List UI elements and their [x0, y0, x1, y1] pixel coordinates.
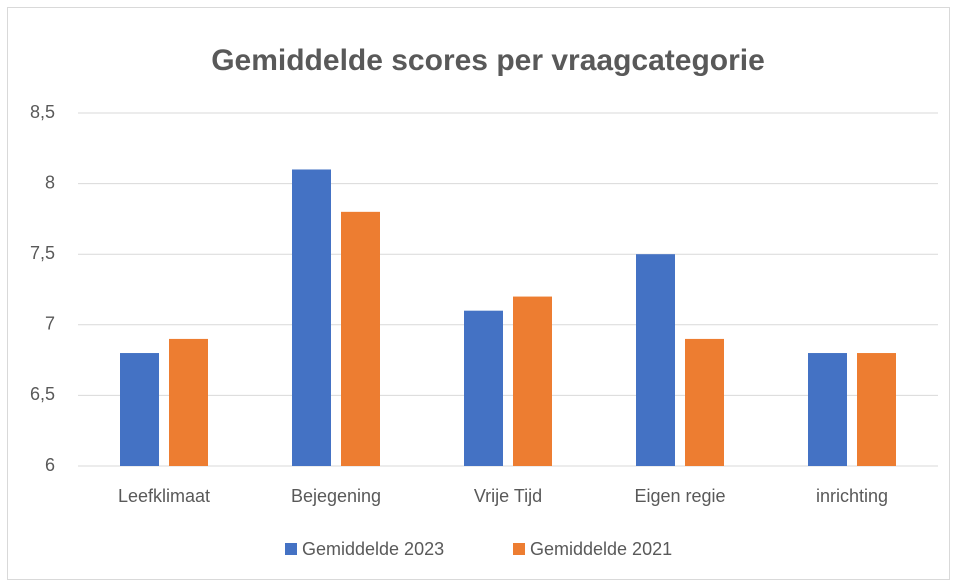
- legend-label: Gemiddelde 2023: [302, 539, 444, 559]
- y-tick-label: 6: [45, 455, 55, 475]
- bar: [857, 353, 896, 466]
- bar: [341, 211, 380, 466]
- x-tick-label: Eigen regie: [634, 486, 725, 506]
- x-tick-label: inrichting: [816, 486, 888, 506]
- y-tick-label: 7,5: [30, 243, 55, 263]
- chart-title: Gemiddelde scores per vraagcategorie: [211, 44, 765, 77]
- x-tick-label: Leefklimaat: [118, 486, 210, 506]
- bar: [808, 353, 847, 466]
- bar: [292, 169, 331, 467]
- legend-swatch: [513, 543, 525, 555]
- bar: [513, 296, 552, 466]
- x-tick-label: Bejegening: [291, 486, 381, 506]
- y-tick-label: 8,5: [30, 102, 55, 122]
- y-tick-label: 6,5: [30, 384, 55, 404]
- legend-swatch: [285, 543, 297, 555]
- bar: [464, 310, 503, 466]
- chart-border: [7, 7, 950, 580]
- bar: [685, 338, 724, 466]
- y-tick-label: 8: [45, 172, 55, 192]
- bar: [169, 338, 208, 466]
- bar: [636, 254, 675, 466]
- bar: [120, 353, 159, 466]
- y-tick-label: 7: [45, 314, 55, 334]
- legend-label: Gemiddelde 2021: [530, 539, 672, 559]
- x-tick-label: Vrije Tijd: [474, 486, 542, 506]
